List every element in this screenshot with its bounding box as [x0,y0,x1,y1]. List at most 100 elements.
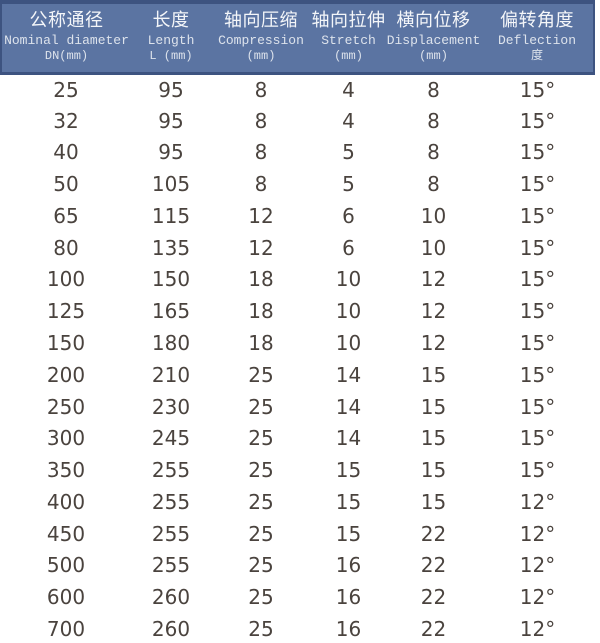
table-cell: 115 [151,203,191,228]
header-en-label: Compression [218,33,304,49]
table-cell: 15 [420,489,447,514]
header-zh-label: 轴向拉伸 [311,10,386,32]
table-cell: 12° [519,585,556,610]
table-cell: 12° [519,553,556,578]
table-cell: 32 [53,108,79,133]
table-cell: 500 [46,553,86,578]
table-cell: 25 [248,585,274,610]
table-cell: 105 [151,172,191,197]
table-row: 700 260 25 16 22 12° [1,613,594,643]
table-cell: 135 [151,235,191,260]
table-cell: 8 [427,77,440,102]
header-en-label: Length [147,33,195,49]
table-cell: 255 [151,458,191,483]
table-cell: 5 [342,172,355,197]
table-cell: 260 [151,616,191,641]
table-cell: 12° [519,521,556,546]
header-row: 公称通径 Nominal diameter DN(mm) 长度 Length L… [0,0,595,75]
col-header-displacement: 横向位移 Displacement (mm) [386,0,481,75]
col-header-deflection: 偏转角度 Deflection 度 [481,0,595,75]
table-cell: 15° [519,331,556,355]
table-cell: 15 [335,489,362,514]
table-body: 25 95 8 4 8 15° 32 95 8 4 8 15° 40 95 8 5 8 15° 50 105 8 5 8 15… [1,73,594,643]
table-cell: 8 [427,172,440,197]
table-row: 25 95 8 4 8 15° [1,73,594,105]
table-cell: 15° [519,77,556,102]
table-cell: 700 [46,616,86,641]
table-cell: 25 [53,77,79,102]
table-cell: 18 [248,267,274,292]
table-row: 32 95 8 4 8 15° [1,105,594,137]
table-cell: 15° [519,394,556,419]
col-header-compression: 轴向压缩 Compression (mm) [211,0,311,75]
table-cell: 25 [248,458,274,483]
header-unit-label: (mm) [246,49,276,64]
table-cell: 25 [248,426,274,451]
header-en-label: Displacement [386,33,481,49]
table-cell: 15° [519,458,556,483]
table-cell: 95 [158,140,184,165]
table-cell: 6 [342,203,355,228]
header-zh-label: 横向位移 [396,10,471,32]
table-cell: 16 [335,585,362,610]
header-unit-label: L (mm) [149,49,193,64]
header-zh-label: 轴向压缩 [224,10,298,32]
table-cell: 5 [342,140,355,165]
header-en-label: Nominal diameter [4,33,129,49]
table-cell: 25 [248,362,274,387]
header-zh-label: 公称通径 [29,10,104,32]
header-unit-label: 度 [530,49,543,64]
table-cell: 4 [342,108,355,133]
table-row: 500 255 25 16 22 12° [1,549,594,581]
header-zh-label: 偏转角度 [500,10,574,32]
table-cell: 180 [151,331,191,355]
table-cell: 15 [420,458,447,483]
table-cell: 22 [420,553,447,578]
table-cell: 6 [342,235,355,260]
table-cell: 245 [151,426,191,451]
table-row: 400 255 25 15 15 12° [1,486,594,518]
col-header-stretch: 轴向拉伸 Stretch (mm) [311,0,386,75]
table-cell: 12 [420,299,447,324]
table-cell: 40 [53,140,79,165]
table-cell: 50 [53,172,79,197]
table-row: 100 150 18 10 12 15° [1,264,594,296]
table-cell: 15° [519,235,556,260]
table-cell: 16 [335,616,362,641]
table-cell: 12° [519,489,556,514]
table-cell: 8 [427,108,440,133]
table-cell: 255 [151,521,191,546]
table-cell: 8 [254,108,268,133]
table-cell: 14 [335,426,362,451]
table-cell: 15° [519,267,556,292]
table-cell: 10 [335,299,362,324]
table-cell: 260 [151,585,191,610]
table-row: 450 255 25 15 22 12° [1,518,594,550]
table-cell: 15 [420,394,447,419]
table-row: 350 255 25 15 15 15° [1,454,594,486]
table-cell: 12° [519,616,556,641]
table-cell: 25 [248,394,274,419]
table-cell: 255 [151,553,191,578]
table-cell: 12 [248,203,274,228]
table-cell: 8 [254,140,268,165]
table-cell: 125 [46,299,86,324]
header-unit-label: (mm) [334,49,363,64]
table-cell: 8 [254,172,268,197]
table-row: 600 260 25 16 22 12° [1,581,594,613]
table-cell: 80 [53,235,79,260]
table-cell: 10 [420,235,447,260]
table-cell: 15° [519,140,556,165]
table-cell: 250 [46,394,86,419]
table-cell: 25 [248,553,274,578]
table-cell: 600 [46,585,86,610]
table-cell: 15° [519,203,556,228]
table-cell: 150 [151,267,191,292]
table-cell: 150 [46,331,86,355]
table-row: 50 105 8 5 8 15° [1,168,594,200]
col-header-length: 长度 Length L (mm) [131,0,211,75]
table-cell: 15 [335,521,362,546]
table-cell: 18 [248,331,274,355]
